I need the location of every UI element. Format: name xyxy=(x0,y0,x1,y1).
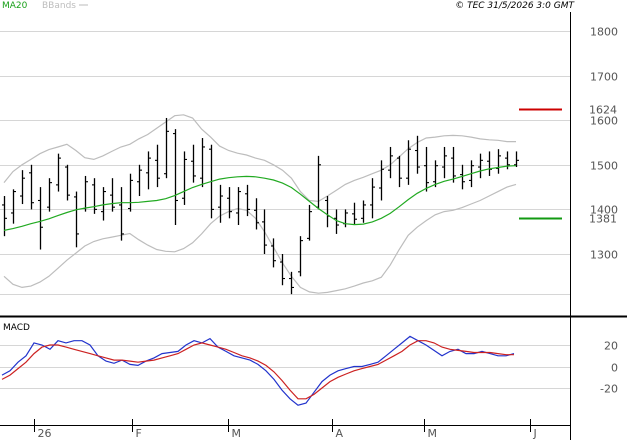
price-bar xyxy=(361,200,366,223)
price-bar xyxy=(397,155,402,188)
macd-tick-label: 0 xyxy=(611,362,618,375)
price-bar xyxy=(2,196,7,237)
price-bar xyxy=(433,160,438,188)
price-bar xyxy=(307,204,312,241)
price-pane xyxy=(0,12,570,316)
macd-tick-label: -20 xyxy=(600,383,618,396)
macd-title: MACD xyxy=(3,323,30,333)
price-bar xyxy=(182,151,187,205)
price-tick-label: 1600 xyxy=(590,115,618,128)
level-label-1381: 1381 xyxy=(589,213,617,226)
price-bar xyxy=(254,198,259,230)
x-tick-label: J xyxy=(533,427,537,440)
price-bar xyxy=(74,191,79,248)
price-bar xyxy=(92,178,97,214)
price-bar xyxy=(442,146,447,179)
price-bar xyxy=(406,140,411,185)
price-bar xyxy=(173,129,178,226)
price-tick-label: 1500 xyxy=(590,160,618,173)
bband-upper-path xyxy=(3,114,516,203)
x-tick-label: M xyxy=(428,427,438,440)
x-tick-label: M xyxy=(232,427,242,440)
price-bar xyxy=(334,209,339,234)
price-tick-label: 1800 xyxy=(590,26,618,39)
macd-grid xyxy=(0,345,570,389)
price-bar xyxy=(191,144,196,183)
price-bar xyxy=(298,236,303,277)
price-bar xyxy=(460,164,465,190)
price-bar xyxy=(227,187,232,219)
macd-tick-label: 20 xyxy=(604,340,618,353)
price-bar xyxy=(514,151,519,168)
price-bar xyxy=(236,187,241,226)
price-bar xyxy=(155,144,160,188)
price-bar xyxy=(245,184,250,217)
x-tick-label: A xyxy=(336,427,344,440)
x-tick-label: 26 xyxy=(38,427,52,440)
price-bar xyxy=(424,146,429,192)
price-tick-label: 1400 xyxy=(590,204,618,217)
price-bar xyxy=(119,187,124,241)
price-bar xyxy=(352,202,357,226)
macd-axis: 20 0 -20 xyxy=(600,340,618,396)
price-bar xyxy=(271,238,276,268)
price-bar xyxy=(20,170,25,205)
macd-signal-line xyxy=(1,340,514,400)
price-bar xyxy=(47,178,52,212)
ma20-path xyxy=(3,165,517,231)
legend-ma20: MA20 xyxy=(2,1,28,11)
price-bar xyxy=(415,135,420,174)
bollinger-bands xyxy=(3,114,517,294)
price-bar xyxy=(38,187,43,250)
price-axis: 1800 1700 1600 1500 1400 1300 xyxy=(590,26,618,262)
price-bar xyxy=(478,153,483,179)
price-tick-label: 1700 xyxy=(590,71,618,84)
price-bar xyxy=(200,138,205,188)
price-bar xyxy=(388,146,393,179)
copyright-text: © TEC 31/5/2026 3:0 GMT xyxy=(455,1,575,11)
macd-macd-line xyxy=(1,335,515,406)
price-bar xyxy=(65,164,70,201)
price-bar xyxy=(451,146,456,183)
x-tick-label: F xyxy=(136,427,142,440)
price-bar xyxy=(496,149,501,174)
price-bar xyxy=(280,254,285,286)
macd-lines xyxy=(1,335,515,406)
price-bar xyxy=(289,271,294,295)
price-bar xyxy=(137,164,142,197)
price-bar xyxy=(128,173,133,212)
legend-bbands: BBands xyxy=(42,1,76,11)
price-bar xyxy=(379,160,384,201)
price-bar xyxy=(218,184,223,223)
price-bar xyxy=(101,187,106,221)
price-tick-label: 1300 xyxy=(590,249,618,262)
price-bar xyxy=(29,164,34,210)
price-levels: 1624 1381 xyxy=(519,104,617,226)
price-bar xyxy=(262,209,267,254)
time-axis: 26 F M A M J xyxy=(34,419,537,440)
price-bar xyxy=(146,151,151,190)
price-bar xyxy=(370,178,375,219)
level-label-1624: 1624 xyxy=(589,104,617,117)
bband-lower-path xyxy=(3,183,517,294)
price-bar xyxy=(164,117,169,179)
price-bar xyxy=(11,189,16,224)
ma20-line xyxy=(3,165,517,231)
price-bar xyxy=(110,178,115,212)
price-bar xyxy=(56,153,61,192)
